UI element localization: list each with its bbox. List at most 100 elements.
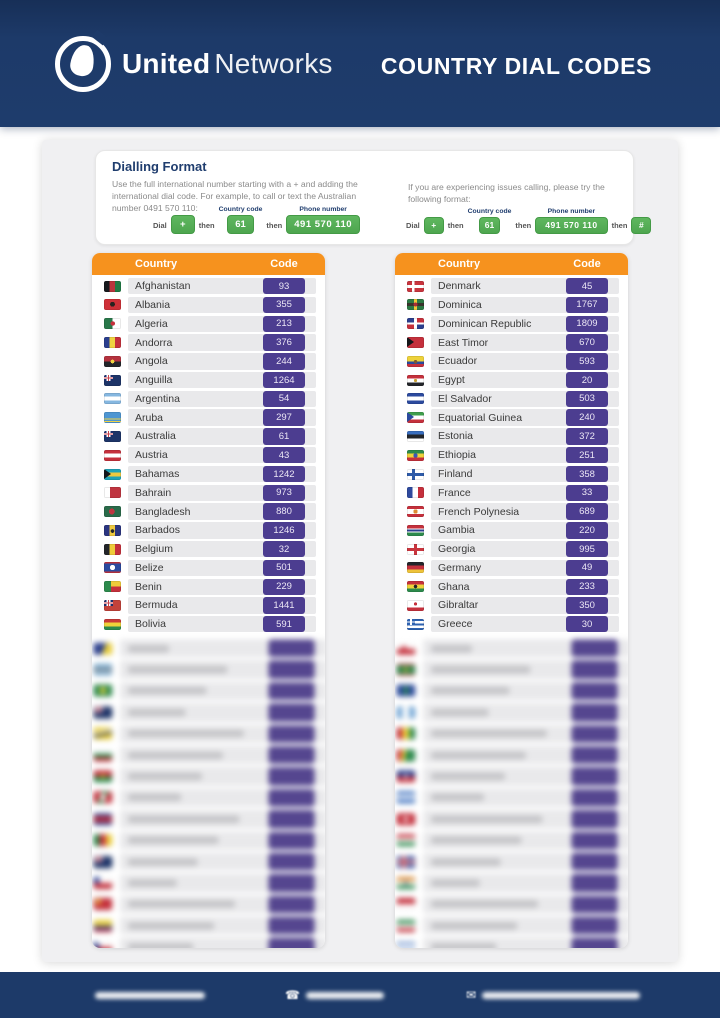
el-salvador-flag-icon xyxy=(407,393,424,405)
table-row-bar xyxy=(422,660,628,679)
footer-phone-link[interactable]: ☎ xyxy=(285,972,384,1018)
burkina-flag-icon xyxy=(93,770,113,783)
country-label: Benin xyxy=(135,580,162,593)
table-row-bar xyxy=(119,639,325,658)
czech-flag-icon xyxy=(93,940,113,948)
table-row-bar: Angola 244 xyxy=(128,353,316,370)
dial-code-badge: 1264 xyxy=(263,371,305,389)
dial-code-badge-blurred xyxy=(571,809,618,828)
india-flag-icon xyxy=(396,876,416,889)
table-row-bar xyxy=(422,916,628,935)
table-row-bar: Equatorial Guinea 240 xyxy=(431,409,619,426)
country-label: Aruba xyxy=(135,411,164,424)
table-row: Angola 244 xyxy=(92,353,325,370)
code-column-header: Code xyxy=(573,258,601,270)
footer-website-link[interactable] xyxy=(95,972,205,1018)
table-row-bar: Albania 355 xyxy=(128,296,316,314)
country-label: France xyxy=(438,486,471,499)
table-row-blurred xyxy=(92,767,325,786)
dial-code-badge-blurred xyxy=(571,831,618,850)
table-row-bar xyxy=(119,660,325,679)
australia-flag-icon xyxy=(104,430,121,442)
country-label-blurred xyxy=(127,900,236,909)
table-row: Equatorial Guinea 240 xyxy=(395,409,628,426)
country-label-blurred xyxy=(430,772,506,781)
footer-bar: ☎ ✉ xyxy=(0,972,720,1018)
then-label: then xyxy=(611,220,628,230)
dial-code-badge: 591 xyxy=(263,616,305,633)
cayman-flag-icon xyxy=(93,855,113,868)
table-row-bar: East Timor 670 xyxy=(431,334,619,351)
chile-flag-icon xyxy=(93,876,113,889)
country-label: Algeria xyxy=(135,317,168,330)
dial-code-badge-blurred xyxy=(571,937,618,948)
table-row: Bahamas 1242 xyxy=(92,465,325,483)
bosnia-flag-icon xyxy=(93,642,113,655)
page-title: COUNTRY DIAL CODES xyxy=(380,53,652,79)
country-label: East Timor xyxy=(438,336,489,349)
benin-flag-icon xyxy=(104,581,121,593)
country-label-blurred xyxy=(430,836,522,845)
country-label: Dominican Republic xyxy=(438,317,532,330)
dial-label: Dial xyxy=(406,220,420,230)
table-row: Dominica 1767 xyxy=(395,296,628,314)
table-row-bar: Ethiopia 251 xyxy=(431,447,619,464)
table-row-blurred xyxy=(92,916,325,935)
header-bar: United Networks COUNTRY DIAL CODES xyxy=(0,0,720,127)
algeria-flag-icon xyxy=(104,318,121,330)
table-row-bar xyxy=(119,745,325,764)
dial-example-standard: Dial + then Country code 61 then Phone n… xyxy=(153,206,361,234)
dial-code-badge-blurred xyxy=(571,788,618,807)
table-row-bar xyxy=(422,788,628,807)
brand-name: United Networks xyxy=(122,48,333,80)
french-polynesia-flag-icon xyxy=(407,506,424,518)
footer-email-link[interactable]: ✉ xyxy=(466,972,641,1018)
table-row: Dominican Republic 1809 xyxy=(395,315,628,332)
table-row-blurred xyxy=(395,937,628,948)
country-label-blurred xyxy=(127,665,228,674)
dial-code-badge-blurred xyxy=(571,745,618,764)
brazil-flag-icon xyxy=(93,684,113,697)
table-row-bar: El Salvador 503 xyxy=(431,390,619,408)
dial-code-badge: 33 xyxy=(566,484,608,501)
dial-code-badge: 43 xyxy=(263,447,305,464)
dial-code-badge: 32 xyxy=(263,540,305,558)
dial-code-badge: 1809 xyxy=(566,315,608,332)
country-label-blurred xyxy=(430,708,489,717)
country-label-blurred xyxy=(127,921,215,930)
country-label: French Polynesia xyxy=(438,505,520,518)
table-row: Belgium 32 xyxy=(92,540,325,558)
dial-code-badge: 973 xyxy=(263,484,305,501)
table-row: Belize 501 xyxy=(92,559,325,577)
table-row: France 33 xyxy=(395,484,628,501)
table-row-bar: Austria 43 xyxy=(128,447,316,464)
greenland-flag-icon xyxy=(396,642,416,655)
dial-code-badge: 49 xyxy=(566,559,608,577)
indonesia-flag-icon xyxy=(396,898,416,911)
footer-phone-text-blurred xyxy=(305,991,384,999)
dial-code-badge-blurred xyxy=(268,916,315,935)
table-row-bar: Belgium 32 xyxy=(128,540,316,558)
table-row-blurred xyxy=(92,937,325,948)
egypt-flag-icon xyxy=(407,374,424,386)
country-label: Australia xyxy=(135,430,176,443)
gambia-flag-icon xyxy=(407,524,424,536)
country-label: Bolivia xyxy=(135,618,166,631)
table-row-bar xyxy=(422,639,628,658)
country-label-blurred xyxy=(127,815,240,823)
dial-code-badge: 372 xyxy=(566,428,608,445)
hong-kong-flag-icon xyxy=(396,812,416,825)
table-row-bar xyxy=(119,724,325,743)
table-row-blurred xyxy=(395,916,628,935)
table-row-blurred xyxy=(92,724,325,743)
country-code-stack: Country code 61 xyxy=(468,208,511,234)
table-row-bar: Ghana 233 xyxy=(431,578,619,595)
dial-code-badge-blurred xyxy=(268,937,315,948)
country-label-blurred xyxy=(430,644,473,653)
country-label: Austria xyxy=(135,449,168,462)
table-row-blurred xyxy=(92,660,325,679)
guatemala-flag-icon xyxy=(396,706,416,719)
then-label: then xyxy=(266,220,283,230)
country-label-blurred xyxy=(127,857,199,866)
country-label: Dominica xyxy=(438,298,482,311)
